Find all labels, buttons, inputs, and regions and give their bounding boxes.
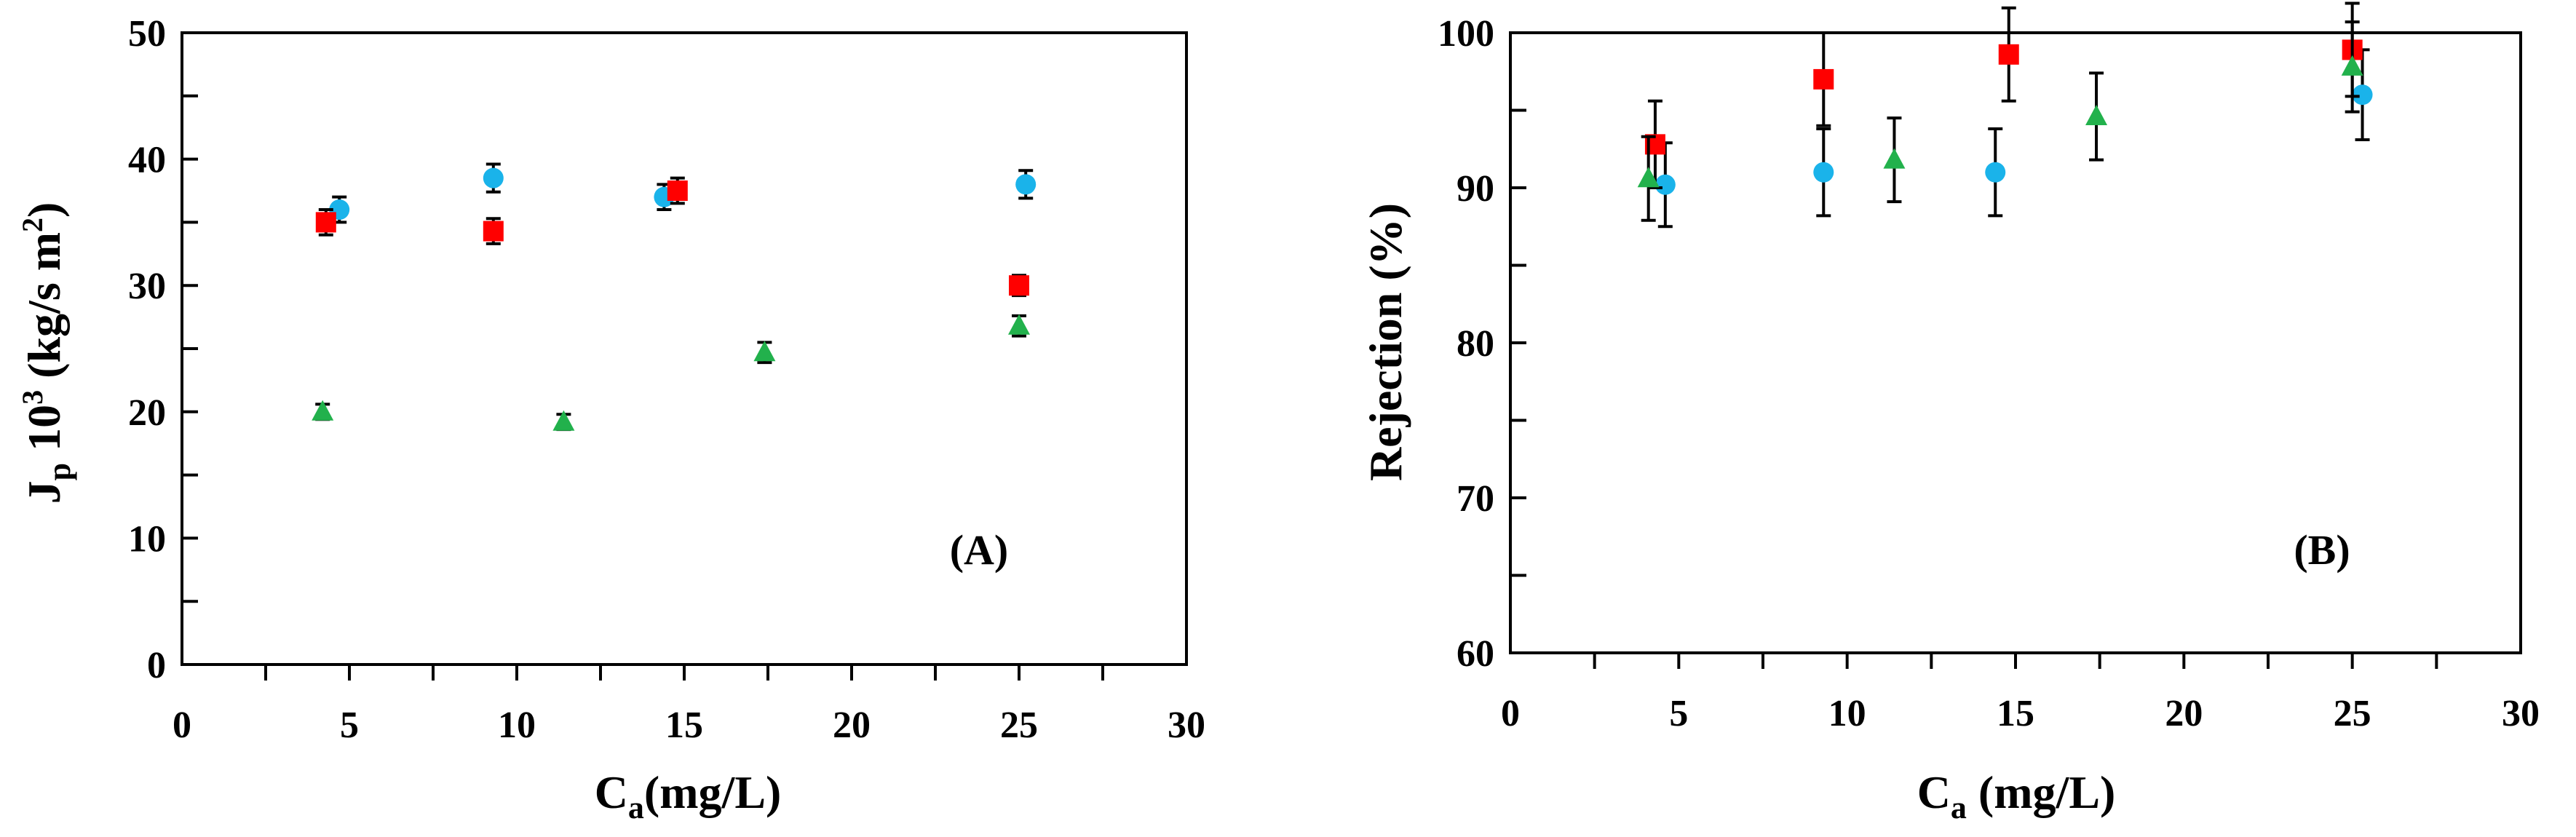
x-tick-label: 15	[665, 705, 703, 746]
data-point-circle	[1985, 162, 2006, 183]
data-point-triangle	[2341, 55, 2363, 76]
y-tick-label: 0	[147, 645, 166, 686]
x-tick-label: 30	[1168, 705, 1205, 746]
panel-b-x-title-main: C	[1917, 766, 1951, 818]
x-tick-label: 30	[2502, 693, 2540, 734]
y-tick-label: 30	[128, 266, 166, 307]
data-point-square	[483, 221, 504, 242]
panel-b-x-title-subscript: a	[1951, 790, 1967, 825]
data-point-triangle	[312, 400, 334, 421]
x-tick-label: 10	[498, 705, 536, 746]
data-point-triangle	[1008, 314, 1030, 335]
panel-b-x-axis-title: Ca (mg/L)	[1917, 766, 2116, 825]
panel-a-y-title-superscript-2: 2	[16, 218, 49, 232]
panel-a-y-title-end: )	[18, 202, 70, 218]
x-tick-label: 0	[1501, 693, 1520, 734]
x-tick-label: 5	[1669, 693, 1688, 734]
y-tick-label: 10	[128, 518, 166, 560]
panel-a-y-title-subscript: p	[41, 463, 77, 480]
panel-b-tag: (B)	[2294, 526, 2350, 574]
y-tick-label: 80	[1457, 323, 1494, 365]
panel-a-y-title-rest: (kg/s m	[18, 232, 70, 390]
panel-a-tag: (A)	[950, 526, 1009, 574]
panel-b-data-marks	[1637, 1, 2373, 229]
y-tick-label: 20	[128, 392, 166, 434]
y-tick-label: 70	[1457, 478, 1494, 520]
panel-a-y-title-mid: 10	[18, 405, 70, 463]
data-point-triangle	[1637, 167, 1660, 188]
data-point-circle	[1015, 174, 1037, 195]
data-point-triangle	[2085, 105, 2108, 126]
data-point-triangle	[753, 341, 776, 362]
panel-b-plot-frame	[1509, 31, 2522, 654]
y-tick-label: 100	[1438, 13, 1494, 55]
panel-a-x-title-rest: (mg/L)	[644, 766, 781, 818]
y-tick-label: 60	[1457, 633, 1494, 675]
panel-a-y-title-superscript: 3	[16, 390, 49, 405]
x-tick-label: 20	[833, 705, 871, 746]
panel-a-y-axis-title: Jp 103 (kg/s m2)	[16, 202, 77, 504]
x-tick-label: 20	[2165, 693, 2203, 734]
panel-b-y-axis-title: Rejection (%)	[1360, 203, 1411, 481]
panel-a-chart: 0 5 10 15 20 25 30 0 10 20 30 40 50 (A) Ca(mg/L) Jp …	[16, 13, 1205, 825]
x-tick-label: 15	[1997, 693, 2034, 734]
panel-a-data-marks	[312, 162, 1037, 432]
x-tick-label: 10	[1828, 693, 1866, 734]
panel-a-x-axis-title: Ca(mg/L)	[595, 766, 782, 825]
data-point-square	[1998, 44, 2019, 65]
panel-a-y-title-main: J	[18, 480, 70, 504]
panel-a-plot-frame	[181, 31, 1188, 666]
data-point-circle	[1654, 174, 1676, 195]
x-tick-label: 25	[2334, 693, 2371, 734]
panel-b-x-title-rest: (mg/L)	[1967, 766, 2115, 818]
data-point-triangle	[1883, 148, 1906, 169]
y-tick-label: 90	[1457, 168, 1494, 210]
data-point-square	[315, 212, 336, 233]
data-point-square	[667, 181, 688, 201]
panel-a-x-title-main: C	[595, 766, 628, 818]
y-tick-label: 50	[128, 13, 166, 55]
data-point-triangle	[552, 410, 575, 431]
x-tick-label: 25	[1000, 705, 1038, 746]
data-point-circle	[483, 167, 504, 189]
x-tick-label: 0	[173, 705, 191, 746]
y-tick-label: 40	[128, 140, 166, 181]
data-point-circle	[1813, 162, 1834, 183]
panel-a-x-title-subscript: a	[628, 790, 644, 825]
panel-a-axes: 0 5 10 15 20 25 30 0 10 20 30 40 50	[128, 13, 1205, 746]
x-tick-label: 5	[340, 705, 359, 746]
panel-b-axes: 0 5 10 15 20 25 30 60 70 80 90 100	[1438, 13, 2540, 734]
data-point-circle	[2352, 84, 2373, 106]
panel-b-chart: 0 5 10 15 20 25 30 60 70 80 90 100 (B) Ca (mg/L) Re…	[1360, 1, 2540, 825]
data-point-square	[1009, 275, 1029, 296]
data-point-square	[1813, 68, 1834, 90]
